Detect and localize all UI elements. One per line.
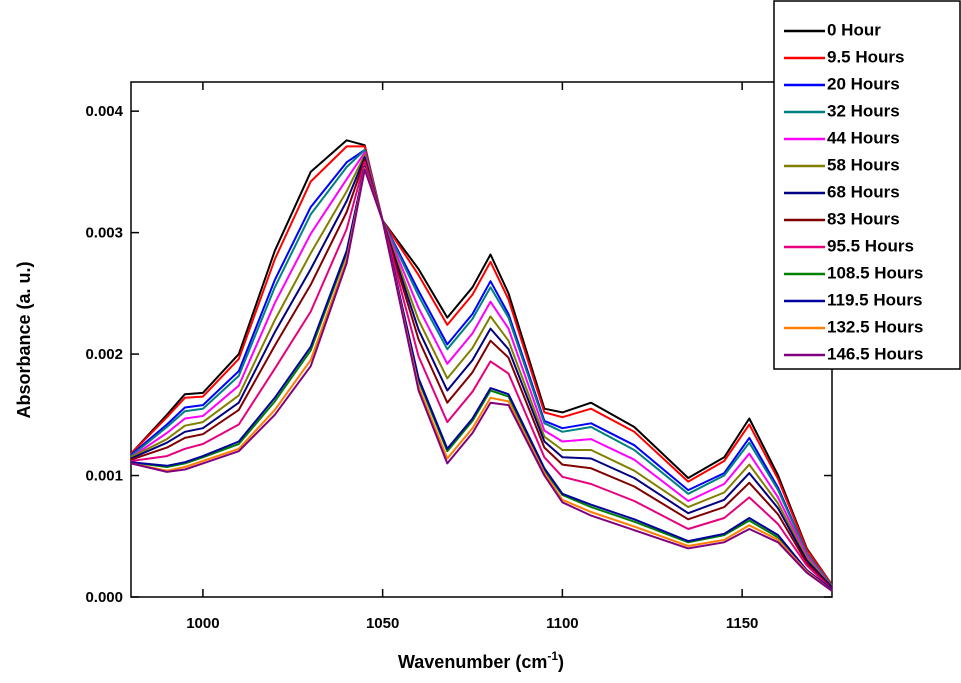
y-tick-label: 0.003 xyxy=(85,225,123,242)
series-line xyxy=(130,161,833,591)
legend-label: 146.5 Hours xyxy=(827,344,923,363)
series-line xyxy=(130,158,833,590)
series-line xyxy=(130,139,833,586)
x-axis-title: Wavenumber (cm-1) xyxy=(398,649,564,672)
y-tick-label: 0.001 xyxy=(85,468,123,485)
series-line xyxy=(130,145,833,586)
legend-label: 44 Hours xyxy=(827,128,900,147)
legend-label: 95.5 Hours xyxy=(827,236,914,255)
series-line xyxy=(130,166,833,591)
series-line xyxy=(130,149,833,587)
y-tick-label: 0.004 xyxy=(85,103,123,120)
legend-label: 20 Hours xyxy=(827,74,900,93)
legend-label: 83 Hours xyxy=(827,209,900,228)
legend-label: 9.5 Hours xyxy=(827,47,904,66)
x-title-sup: -1 xyxy=(547,649,558,663)
y-tick-label: 0.000 xyxy=(85,589,123,606)
x-title-text: Wavenumber (cm xyxy=(398,652,547,672)
legend-label: 32 Hours xyxy=(827,101,900,120)
x-title-end: ) xyxy=(558,652,564,672)
legend-label: 0 Hour xyxy=(827,20,881,39)
series-line xyxy=(130,166,833,592)
legend-label: 68 Hours xyxy=(827,182,900,201)
x-tick-label: 1000 xyxy=(186,615,219,632)
y-axis-title: Absorbance (a. u.) xyxy=(14,261,34,418)
legend-label: 132.5 Hours xyxy=(827,317,923,336)
series-line xyxy=(130,153,833,588)
x-tick-label: 1100 xyxy=(546,615,579,632)
series-line xyxy=(130,168,833,592)
series-line xyxy=(130,149,833,587)
series-line xyxy=(130,167,833,592)
x-tick-label: 1150 xyxy=(726,615,759,632)
legend-box xyxy=(773,0,961,370)
x-tick-label: 1050 xyxy=(366,615,399,632)
plot-frame xyxy=(130,81,833,598)
y-tick-label: 0.002 xyxy=(85,346,123,363)
series-line xyxy=(130,156,833,588)
legend-label: 58 Hours xyxy=(827,155,900,174)
series-line xyxy=(130,151,833,588)
legend-label: 108.5 Hours xyxy=(827,263,923,282)
legend-label: 119.5 Hours xyxy=(827,290,922,309)
